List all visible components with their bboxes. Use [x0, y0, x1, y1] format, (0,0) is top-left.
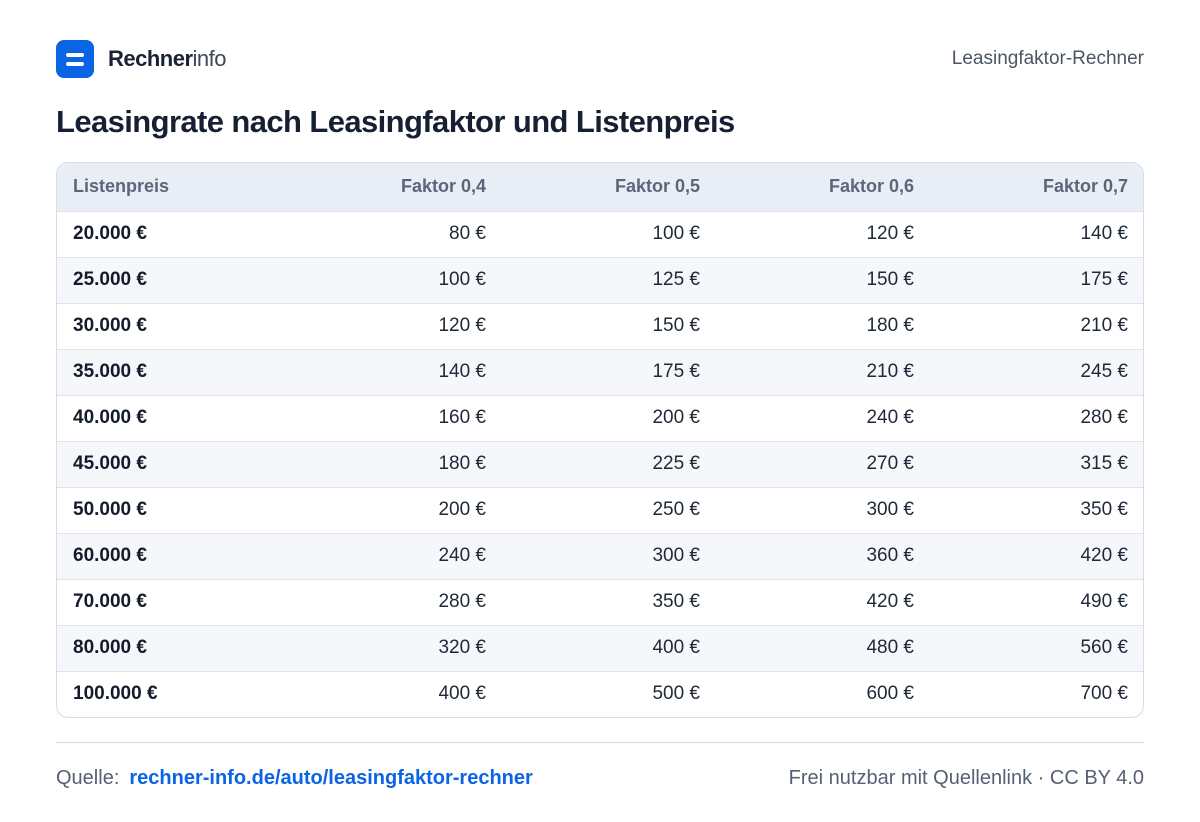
brand[interactable]: Rechnerinfo [56, 40, 227, 78]
table-row: 35.000 € 140 € 175 € 210 € 245 € [57, 349, 1143, 395]
leasingrate-cell: 400 € [438, 683, 486, 705]
leasingrate-cell: 175 € [652, 361, 700, 382]
leasingrate-cell: 240 € [866, 407, 914, 428]
leasingrate-cell: 210 € [1080, 315, 1128, 336]
header: Rechnerinfo Leasingfaktor-Rechner [56, 40, 1144, 78]
leasingrate-cell: 140 € [438, 361, 486, 382]
brand-name-bold: Rechner [108, 46, 193, 71]
listenpreis-cell: 80.000 € [73, 637, 147, 658]
table-row: 40.000 € 160 € 200 € 240 € 280 € [57, 395, 1143, 441]
source-label: Quelle: [56, 767, 120, 789]
leasingrate-cell: 200 € [438, 499, 486, 520]
column-header-faktor-07: Faktor 0,7 [1042, 176, 1128, 197]
table-row: 100.000 € 400 € 500 € 600 € 700 € [57, 671, 1143, 717]
leasingrate-cell: 120 € [866, 223, 914, 244]
table-row: 80.000 € 320 € 400 € 480 € 560 € [57, 625, 1143, 671]
leasingrate-cell: 490 € [1080, 591, 1128, 612]
leasingrate-cell: 350 € [1080, 499, 1128, 520]
leasingrate-cell: 225 € [652, 453, 700, 474]
leasingrate-cell: 300 € [652, 545, 700, 566]
leasingrate-cell: 120 € [438, 315, 486, 336]
listenpreis-cell: 45.000 € [73, 453, 147, 474]
table-row: 25.000 € 100 € 125 € 150 € 175 € [57, 257, 1143, 303]
table-body: 20.000 € 80 € 100 € 120 € 140 € 25.000 € 100 €… [57, 211, 1143, 717]
leasingrate-cell: 100 € [652, 223, 700, 244]
column-header-faktor-06: Faktor 0,6 [828, 176, 914, 197]
leasingrate-cell: 500 € [652, 683, 700, 705]
listenpreis-cell: 70.000 € [73, 591, 147, 612]
brand-name: Rechnerinfo [108, 46, 227, 72]
page-title: Leasingrate nach Leasingfaktor und Liste… [56, 104, 735, 139]
leasingrate-cell: 360 € [866, 545, 914, 566]
leasingrate-cell: 180 € [866, 315, 914, 336]
table-row: 45.000 € 180 € 225 € 270 € 315 € [57, 441, 1143, 487]
table-row: 60.000 € 240 € 300 € 360 € 420 € [57, 533, 1143, 579]
license-text: Frei nutzbar mit Quellenlink · CC BY 4.0 [788, 767, 1144, 789]
source-link[interactable]: rechner-info.de/auto/leasingfaktor-rechn… [129, 767, 533, 789]
listenpreis-cell: 40.000 € [73, 407, 147, 428]
listenpreis-cell: 60.000 € [73, 545, 147, 566]
leasingrate-cell: 140 € [1080, 223, 1128, 244]
column-header-faktor-04: Faktor 0,4 [400, 176, 486, 197]
footer-divider [56, 742, 1144, 743]
equals-logo-icon [56, 40, 94, 78]
table-row: 30.000 € 120 € 150 € 180 € 210 € [57, 303, 1143, 349]
leasingrate-cell: 160 € [438, 407, 486, 428]
leasingrate-cell: 100 € [438, 269, 486, 290]
leasingrate-cell: 280 € [1080, 407, 1128, 428]
listenpreis-cell: 30.000 € [73, 315, 147, 336]
leasingrate-cell: 200 € [652, 407, 700, 428]
leasingrate-cell: 80 € [449, 223, 486, 244]
leasingrate-cell: 280 € [438, 591, 486, 612]
leasingrate-cell: 240 € [438, 545, 486, 566]
brand-name-light: info [192, 46, 227, 71]
leasingrate-cell: 560 € [1080, 637, 1128, 658]
leasingrate-cell: 480 € [866, 637, 914, 658]
table-row: 20.000 € 80 € 100 € 120 € 140 € [57, 211, 1143, 257]
source: Quelle: rechner-info.de/auto/leasingfakto… [56, 767, 533, 790]
leasingrate-cell: 180 € [438, 453, 486, 474]
leasingrate-cell: 600 € [866, 683, 914, 705]
leasingrate-cell: 300 € [866, 499, 914, 520]
leasingrate-cell: 245 € [1080, 361, 1128, 382]
leasingrate-cell: 350 € [652, 591, 700, 612]
footer: Quelle: rechner-info.de/auto/leasingfakto… [56, 767, 1144, 790]
leasingrate-cell: 400 € [652, 637, 700, 658]
leasingrate-cell: 250 € [652, 499, 700, 520]
listenpreis-cell: 20.000 € [73, 223, 147, 244]
leasingrate-cell: 700 € [1080, 683, 1128, 705]
listenpreis-cell: 100.000 € [73, 683, 158, 705]
leasingrate-cell: 420 € [866, 591, 914, 612]
table-row: 50.000 € 200 € 250 € 300 € 350 € [57, 487, 1143, 533]
calculator-name: Leasingfaktor-Rechner [951, 48, 1144, 69]
listenpreis-cell: 35.000 € [73, 361, 147, 382]
column-header-listenpreis: Listenpreis [73, 176, 170, 197]
leasingrate-cell: 315 € [1080, 453, 1128, 474]
listenpreis-cell: 50.000 € [73, 499, 147, 520]
table-row: 70.000 € 280 € 350 € 420 € 490 € [57, 579, 1143, 625]
leasingrate-cell: 175 € [1080, 269, 1128, 290]
leasingrate-cell: 320 € [438, 637, 486, 658]
leasingrate-cell: 150 € [652, 315, 700, 336]
column-header-faktor-05: Faktor 0,5 [614, 176, 700, 197]
leasing-table: Listenpreis Faktor 0,4 Faktor 0,5 Faktor… [56, 162, 1144, 718]
leasingrate-cell: 270 € [866, 453, 914, 474]
listenpreis-cell: 25.000 € [73, 269, 147, 290]
leasingrate-cell: 150 € [866, 269, 914, 290]
leasingrate-cell: 420 € [1080, 545, 1128, 566]
table-header-row: Listenpreis Faktor 0,4 Faktor 0,5 Faktor… [57, 163, 1143, 211]
leasingrate-cell: 210 € [866, 361, 914, 382]
leasingrate-cell: 125 € [652, 269, 700, 290]
